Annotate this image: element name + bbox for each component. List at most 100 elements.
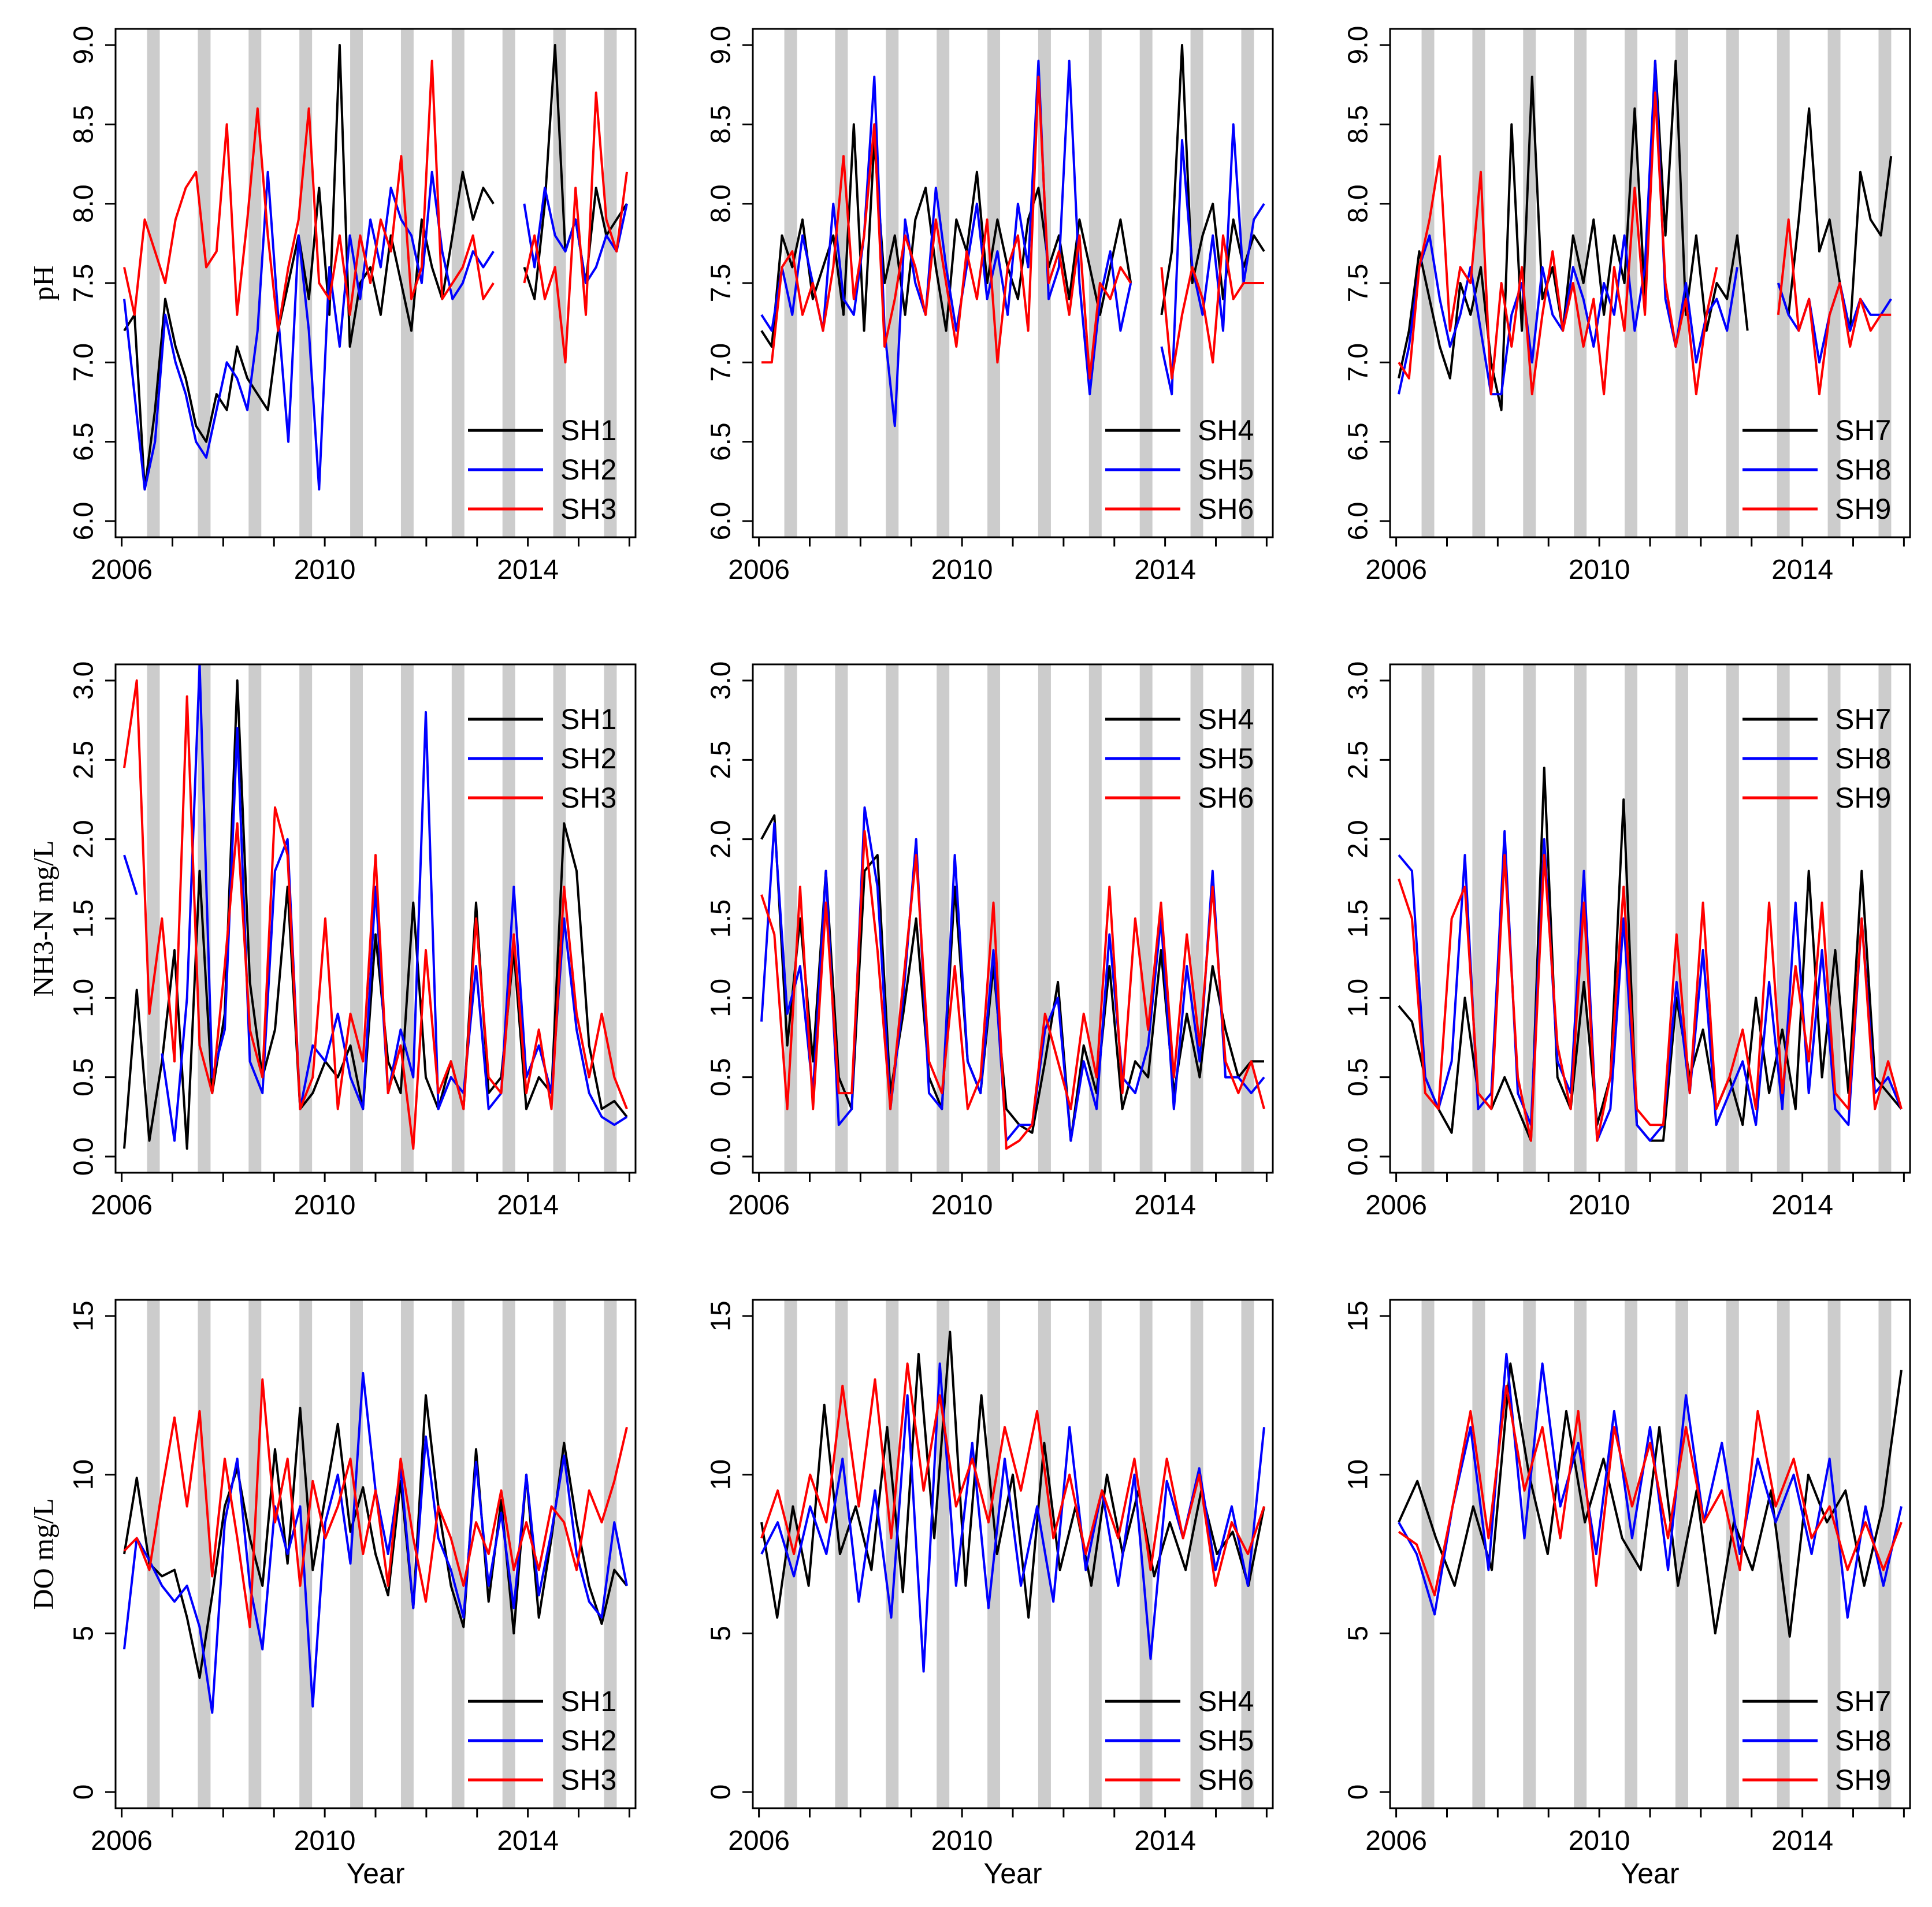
season-stripe: [451, 1300, 465, 1808]
y-tick-label: 1.5: [69, 899, 99, 938]
y-tick-label: 7.5: [706, 264, 737, 303]
season-stripe: [451, 29, 465, 537]
series-line-sh8: [1398, 830, 1903, 1142]
series-line-sh2: [123, 854, 138, 895]
y-tick-label: 0: [1343, 1785, 1374, 1800]
series-line-sh2: [123, 170, 495, 491]
season-stripe: [1038, 664, 1051, 1173]
season-stripe: [198, 1300, 211, 1808]
series-line-sh4: [760, 123, 1132, 348]
season-stripe: [604, 29, 617, 537]
y-tick-label: 0.5: [69, 1058, 99, 1096]
legend-label-sh2: SH2: [560, 453, 616, 486]
season-stripe: [1523, 29, 1536, 537]
season-stripe: [248, 664, 262, 1173]
series-line-sh4: [760, 1330, 1265, 1619]
series-line-sh1: [123, 44, 495, 491]
season-stripe: [1472, 29, 1485, 537]
season-stripe: [502, 1300, 515, 1808]
x-tick-label: 2014: [1134, 1190, 1196, 1221]
season-stripe: [553, 29, 566, 537]
x-tick-label: 2006: [728, 555, 790, 585]
legend-label-sh1: SH1: [560, 703, 616, 735]
y-tick-label: 0.5: [706, 1058, 737, 1096]
series-line-sh7: [1398, 1362, 1903, 1638]
y-tick-label: 8.5: [706, 105, 737, 144]
season-stripe: [1472, 664, 1485, 1173]
y-tick-label: 9.0: [1343, 26, 1374, 65]
y-tick-label: 8.0: [69, 184, 99, 223]
y-tick-label: 10: [69, 1459, 99, 1490]
season-stripe: [937, 29, 950, 537]
season-stripe: [1421, 1300, 1435, 1808]
x-tick-label: 2010: [1569, 1826, 1630, 1856]
season-stripe: [1190, 664, 1203, 1173]
legend-label-sh8: SH8: [1835, 742, 1891, 775]
x-tick-label: 2014: [1134, 1826, 1196, 1856]
y-tick-label: 6.5: [1343, 422, 1374, 461]
season-stripe: [1675, 664, 1688, 1173]
season-stripe: [198, 664, 211, 1173]
x-tick-label: 2006: [728, 1190, 790, 1221]
y-tick-label: 3.0: [706, 661, 737, 700]
y-tick-label: 1.0: [706, 979, 737, 1017]
y-tick-label: 1.0: [1343, 979, 1374, 1017]
x-tick-label: 2006: [728, 1826, 790, 1856]
series-line-sh7: [1777, 107, 1893, 332]
season-stripe: [1878, 29, 1892, 537]
series-line-sh6: [761, 75, 1132, 380]
x-axis-title: Year: [983, 1857, 1042, 1890]
season-stripe: [198, 29, 211, 537]
legend-label-sh6: SH6: [1198, 1764, 1254, 1796]
x-tick-label: 2010: [1569, 555, 1630, 585]
legend-label-sh7: SH7: [1835, 703, 1891, 735]
season-stripe: [1827, 29, 1841, 537]
season-stripe: [1088, 29, 1102, 537]
y-tick-label: 8.0: [1343, 184, 1374, 223]
season-stripe: [784, 1300, 797, 1808]
season-stripe: [451, 664, 465, 1173]
y-axis-title: DO mg/L: [27, 1498, 59, 1609]
season-stripe: [1421, 664, 1435, 1173]
y-tick-label: 2.5: [706, 741, 737, 779]
y-tick-label: 2.0: [1343, 820, 1374, 858]
y-tick-label: 6.0: [1343, 502, 1374, 541]
season-stripe: [1726, 1300, 1739, 1808]
x-tick-label: 2006: [1365, 555, 1427, 585]
y-tick-label: 0.0: [69, 1137, 99, 1176]
x-tick-label: 2014: [1134, 555, 1196, 585]
season-stripe: [502, 664, 515, 1173]
x-tick-label: 2010: [931, 555, 993, 585]
x-tick-label: 2006: [1365, 1826, 1427, 1856]
legend-label-sh5: SH5: [1198, 453, 1254, 486]
legend-label-sh1: SH1: [560, 1685, 616, 1718]
x-tick-label: 2010: [294, 1190, 356, 1221]
y-tick-label: 2.5: [1343, 741, 1374, 779]
y-tick-label: 9.0: [706, 26, 737, 65]
y-tick-label: 10: [1343, 1459, 1374, 1490]
season-stripe: [1241, 664, 1254, 1173]
x-tick-label: 2010: [931, 1826, 993, 1856]
season-stripe: [1777, 1300, 1790, 1808]
y-tick-label: 10: [706, 1459, 737, 1490]
series-line-sh3: [123, 679, 628, 1150]
x-tick-label: 2006: [1365, 1190, 1427, 1221]
season-stripe: [502, 29, 515, 537]
x-tick-label: 2006: [91, 1190, 153, 1221]
x-tick-label: 2006: [91, 555, 153, 585]
season-stripe: [937, 1300, 950, 1808]
legend-label-sh1: SH1: [560, 414, 616, 447]
y-tick-label: 6.0: [69, 502, 99, 541]
y-tick-label: 1.5: [1343, 899, 1374, 938]
season-stripe: [1574, 29, 1587, 537]
y-tick-label: 8.5: [69, 105, 99, 144]
season-stripe: [1777, 29, 1790, 537]
series-line-sh7: [1398, 60, 1749, 411]
y-tick-label: 1.0: [69, 979, 99, 1017]
y-tick-label: 0: [69, 1785, 99, 1800]
y-tick-label: 0.0: [1343, 1137, 1374, 1176]
season-stripe: [1878, 664, 1892, 1173]
season-stripe: [1190, 1300, 1203, 1808]
panel-6: 0.0 0.5 1.0 1.5 2.0 2.5 3.0 2006 2010 2014 SH7 SH8 S…: [1343, 661, 1911, 1221]
season-stripe: [1827, 1300, 1841, 1808]
